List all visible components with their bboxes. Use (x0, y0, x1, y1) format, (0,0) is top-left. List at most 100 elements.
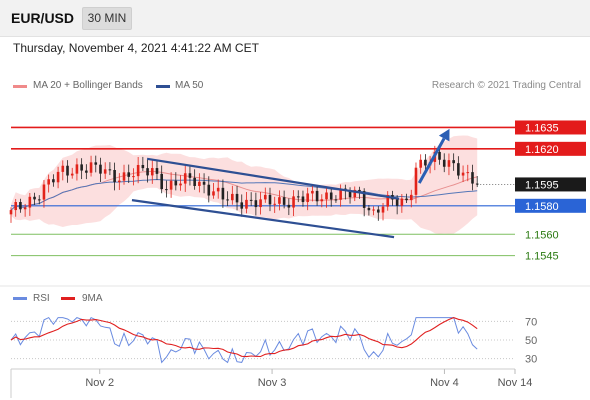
candle-body (155, 168, 159, 174)
candle-body (311, 190, 314, 194)
rsi-ma-legend-swatch (61, 297, 75, 300)
x-tick-label: Nov 14 (498, 377, 533, 389)
copyright-text: Research © 2021 Trading Central (431, 80, 581, 91)
candle-body (245, 199, 248, 209)
ma50-line (10, 178, 478, 211)
rsi-line (10, 316, 478, 364)
candle-body (188, 173, 192, 178)
candle-body (174, 180, 178, 186)
candle-body (249, 199, 253, 201)
candle-body (447, 160, 451, 167)
candle-body (438, 151, 441, 160)
candle-body (207, 184, 211, 196)
candle-body (122, 172, 126, 181)
ma50-legend-swatch (156, 85, 170, 88)
candle-body (339, 188, 342, 200)
candle-body (457, 163, 460, 176)
candle-body (301, 196, 305, 203)
candle-body (85, 170, 88, 173)
candle-body (475, 183, 479, 185)
rsi-ma-line (10, 317, 478, 358)
candle-body (240, 202, 244, 209)
candle-body (80, 164, 83, 171)
candle-body (442, 159, 446, 167)
candle-body (235, 193, 239, 203)
rsi-tick-70: 70 (525, 316, 537, 328)
candle-body (165, 189, 168, 191)
candle-body (231, 193, 234, 201)
candle-body (23, 207, 27, 210)
candle-body (466, 172, 470, 174)
candle-body (9, 210, 13, 215)
candle-body (28, 196, 32, 208)
candle-body (103, 169, 107, 174)
candle-body (377, 209, 380, 213)
x-tick-label: Nov 4 (430, 377, 459, 389)
candle-body (259, 199, 262, 208)
projection-arrow (417, 128, 450, 184)
candle-body (70, 173, 74, 176)
rsi-panel: 70 50 30 (10, 316, 537, 366)
candle-body (381, 206, 385, 213)
candle-body (202, 181, 206, 185)
key-levels: 1.1635 1.1620 1.1595 1.1580 1.1560 1.1545 (11, 120, 586, 263)
candle-body (221, 187, 225, 200)
arrow-head (438, 128, 450, 142)
candle-body (193, 177, 196, 186)
bollinger-band-area (11, 135, 478, 235)
candle-body (362, 191, 366, 208)
candle-body (306, 193, 309, 203)
candle-body (75, 164, 79, 174)
level-tag-1.1580 (515, 198, 586, 213)
candle-body (14, 202, 18, 211)
x-axis: Nov 2 Nov 3 Nov 4 Nov 14 (85, 369, 532, 389)
candle-body (358, 189, 361, 192)
level-tag-1.1635 (515, 120, 586, 135)
candle-body (292, 196, 295, 208)
candle-body (19, 202, 22, 210)
level-label-1.1545: 1.1545 (525, 251, 559, 263)
candle-body (89, 162, 93, 173)
candle-body (348, 190, 352, 198)
x-tick-label: Nov 2 (85, 377, 114, 389)
channel-upper-line (146, 157, 400, 200)
candle-body (216, 187, 220, 192)
candle-body (99, 164, 102, 174)
candle-body (183, 173, 187, 184)
timeframe-button[interactable]: 30 MIN (82, 7, 132, 30)
candle-body (132, 176, 135, 178)
candle-body (287, 204, 291, 208)
candle-body (367, 207, 371, 211)
candle-body (419, 159, 422, 168)
candle-body (66, 165, 69, 176)
candle-body (212, 191, 215, 196)
candle-body (33, 196, 36, 200)
candle-body (329, 192, 333, 200)
candle-body (94, 162, 98, 165)
chart-datetime: Thursday, November 4, 2021 4:41:22 AM CE… (13, 41, 259, 55)
candle-body (315, 190, 319, 202)
candle-body (198, 181, 201, 186)
candle-body (395, 199, 399, 206)
candle-body (108, 169, 112, 171)
candle-body (282, 197, 286, 205)
candle-body (409, 194, 413, 201)
candle-body (61, 165, 65, 172)
candle-body (37, 199, 41, 201)
candle-body (150, 168, 154, 176)
candle-body (353, 189, 357, 198)
candle-body (226, 199, 229, 201)
level-label-1.1635: 1.1635 (525, 122, 559, 134)
bollinger-bands (11, 135, 478, 235)
candle-body (52, 179, 55, 183)
rsi-legend-label: RSI (33, 293, 50, 304)
rsi-ma-legend-label: 9MA (82, 293, 103, 304)
candle-body (405, 198, 408, 201)
level-label-1.1560: 1.1560 (525, 229, 559, 241)
level-label-1.1595: 1.1595 (525, 179, 559, 191)
currency-pair-title: EUR/USD (11, 10, 75, 26)
bollinger-legend-label: MA 20 + Bollinger Bands (33, 80, 143, 91)
candle-body (452, 160, 455, 164)
candle-body (127, 172, 131, 177)
candle-body (461, 172, 465, 176)
